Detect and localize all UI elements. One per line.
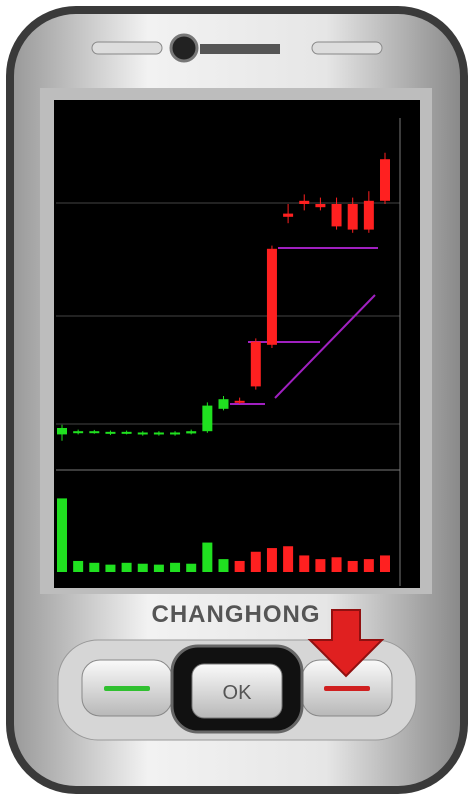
candle-body [89,431,100,434]
candle-body [283,213,294,217]
arrow-indicator [307,609,385,678]
volume-bar [186,563,197,572]
screen [54,100,420,588]
candle-body [170,432,181,435]
candle-body [363,200,374,230]
stock-chart [56,118,401,586]
candle-body [347,204,358,230]
candle-body [57,428,67,435]
candle-body [266,248,277,345]
volume-bar [250,551,261,572]
volume-bar [218,559,229,572]
volume-bar [266,548,277,572]
candle-body [250,341,261,387]
volume-bar [347,560,358,572]
speaker-left [91,41,163,55]
indicator-lines [230,247,378,405]
ok-label: OK [223,682,253,704]
candle-body [73,431,84,434]
candle-body [202,405,213,432]
volume-bar [283,546,294,572]
volume-bar [234,560,245,572]
candle-body [234,400,245,403]
volume-bar [331,557,342,572]
candle-body [186,431,197,434]
candle-body [105,431,116,434]
volume-bar [153,564,164,572]
candle-body [331,204,342,227]
ok-button[interactable] [191,663,283,719]
candle-body [380,159,390,201]
earpiece [200,44,280,54]
green-indicator [104,686,150,691]
speaker-right [311,41,383,55]
volume-bar [121,562,132,572]
volume-bar [57,498,67,572]
camera [169,33,199,63]
volume-bar [299,555,310,572]
candle-body [315,204,326,208]
brand: CHANGHONG [152,601,321,628]
volume-bar [315,559,326,572]
volume-bar [380,555,390,572]
candle-body [137,432,148,435]
volume-bar [363,559,374,572]
red-indicator [324,686,370,691]
candle-body [218,399,229,409]
volume-bar [105,564,116,572]
volume-bar [137,563,148,572]
candle-body [299,200,310,204]
volume-bar [170,562,181,572]
volume-bar [89,562,100,572]
volume-bar [202,542,213,572]
candle-body [153,432,164,435]
volume-bar [73,560,84,572]
candle-body [121,431,132,434]
